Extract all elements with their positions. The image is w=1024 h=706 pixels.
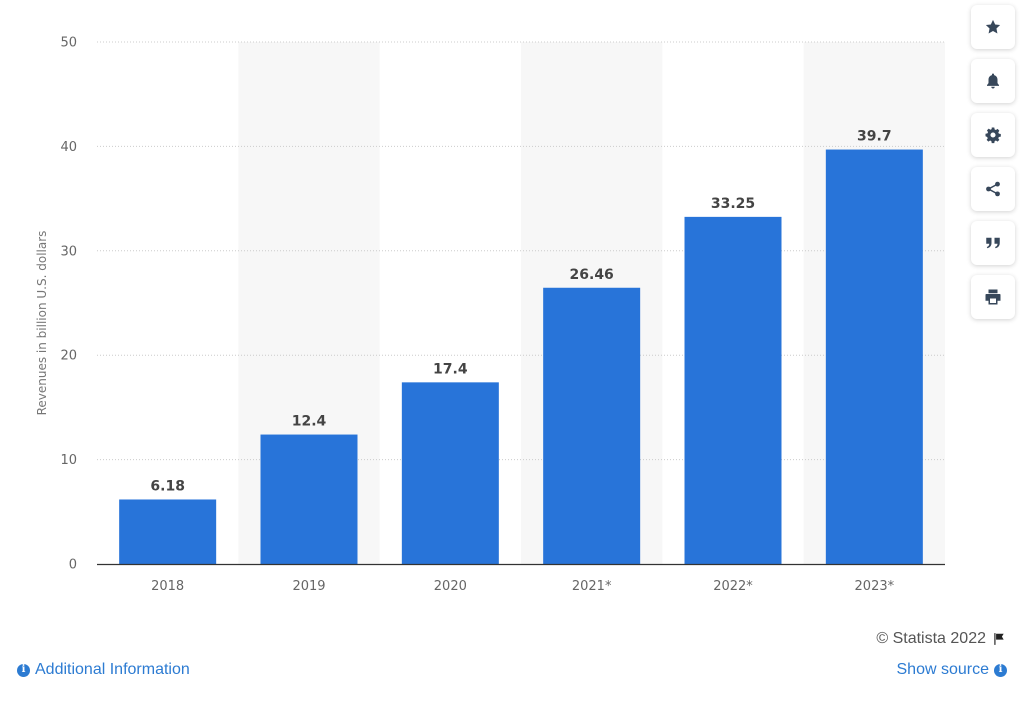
y-axis-ticks: 0 10 20 30 40 50 [60, 36, 77, 573]
value-labels: 6.18 12.4 17.4 26.46 33.25 39.7 [150, 129, 891, 495]
copyright-text: © Statista 2022 [876, 630, 986, 647]
bar-value-label: 39.7 [857, 129, 892, 145]
flag-icon [994, 633, 1004, 645]
notification-button[interactable] [971, 59, 1015, 103]
x-tick-label: 2018 [151, 579, 184, 594]
bar[interactable] [684, 216, 782, 564]
favorite-button[interactable] [971, 5, 1015, 49]
share-button[interactable] [971, 167, 1015, 211]
star-icon [985, 19, 1001, 34]
gear-icon [985, 127, 1001, 144]
x-axis-ticks: 2018 2019 2020 2021* 2022* 2023* [151, 579, 895, 594]
bell-icon [987, 73, 999, 89]
chart-toolbar [971, 5, 1015, 329]
bar-value-label: 33.25 [711, 196, 755, 212]
y-tick-label: 20 [60, 349, 77, 364]
bar[interactable] [543, 287, 641, 564]
bar[interactable] [825, 149, 923, 565]
y-tick-label: 10 [60, 453, 77, 468]
info-icon: i [17, 663, 30, 677]
y-tick-label: 30 [60, 244, 77, 259]
share-icon [986, 181, 1000, 197]
bar-chart: 0 10 20 30 40 50 6.18 12.4 17.4 26.46 33.25 39.7 2… [35, 36, 945, 594]
bar[interactable] [401, 382, 499, 564]
bars [119, 149, 923, 565]
x-tick-label: 2023* [855, 579, 895, 594]
y-tick-label: 40 [60, 140, 77, 155]
bar[interactable] [119, 499, 217, 564]
bar-value-label: 17.4 [433, 361, 468, 377]
show-source-link[interactable]: Show source i [896, 661, 1007, 679]
additional-information-label: Additional Information [35, 661, 190, 678]
quote-icon [986, 237, 1000, 249]
y-axis-title: Revenues in billion U.S. dollars [35, 231, 49, 416]
print-button[interactable] [971, 275, 1015, 319]
bar-value-label: 6.18 [150, 478, 185, 494]
bar-value-label: 12.4 [292, 414, 327, 430]
show-source-label: Show source [896, 661, 990, 678]
x-tick-label: 2021* [572, 579, 612, 594]
y-tick-label: 50 [60, 36, 77, 51]
x-tick-label: 2019 [292, 579, 325, 594]
info-icon: i [994, 663, 1007, 677]
additional-information-link[interactable]: i Additional Information [17, 661, 190, 679]
cite-button[interactable] [971, 221, 1015, 265]
copyright-notice: © Statista 2022 [876, 630, 1006, 648]
x-tick-label: 2020 [434, 579, 467, 594]
y-tick-label: 0 [69, 558, 77, 573]
print-icon [985, 289, 1001, 305]
bar[interactable] [260, 434, 358, 564]
settings-button[interactable] [971, 113, 1015, 157]
x-tick-label: 2022* [713, 579, 753, 594]
bar-value-label: 26.46 [570, 267, 614, 283]
grid-lines [97, 41, 945, 461]
